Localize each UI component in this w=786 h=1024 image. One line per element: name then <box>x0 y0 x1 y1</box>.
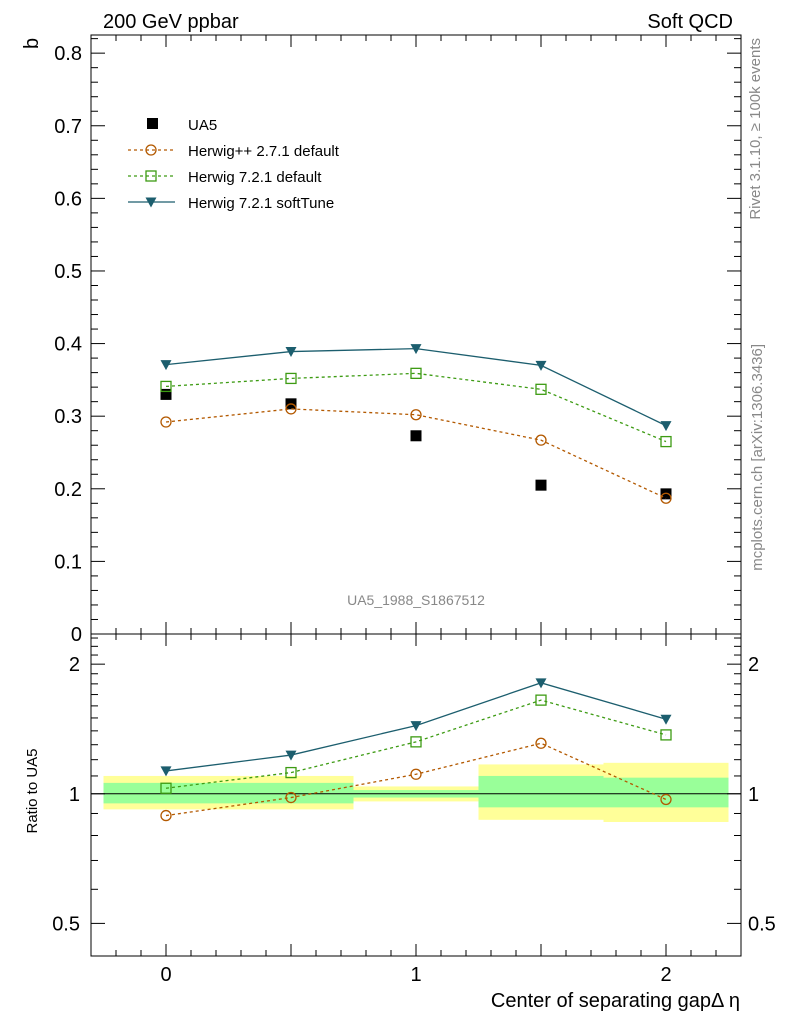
ratio-series-2-point <box>535 694 547 706</box>
plot-title-right: Soft QCD <box>647 11 733 33</box>
ratio-series-3-point <box>285 750 297 761</box>
chart-marks: 0 1 2 0 0.1 0.2 0.3 0.4 0.5 0.6 0.7 0.8 0.5 0.5 1 1 2 2 <box>52 34 776 986</box>
main-series-3-point <box>160 360 172 371</box>
legend-h721-marker <box>145 170 157 182</box>
main-series-1-point <box>410 409 422 421</box>
ratio-band-inner <box>478 775 604 808</box>
ratio-series-1-point <box>535 737 547 749</box>
main-series-1-point <box>160 416 172 428</box>
ratio-y-tick-label-right: 0.5 <box>748 913 776 935</box>
legend-soft-label: Herwig 7.2.1 softTune <box>188 195 334 212</box>
main-series-2-point <box>285 372 297 385</box>
x-axis-label: Center of separating gapΔ η <box>491 990 740 1012</box>
main-y-tick-label: 0.2 <box>54 479 82 501</box>
x-tick-label: 1 <box>410 964 421 986</box>
legend: UA5 Herwig++ 2.7.1 default Herwig 7.2.1 … <box>128 117 340 212</box>
ratio-y-tick-label-left: 2 <box>69 654 80 676</box>
main-series-0-point <box>535 479 547 491</box>
main-y-tick-label: 0 <box>71 624 82 646</box>
ratio-series-2-point <box>410 736 422 748</box>
main-y-tick-label: 0.6 <box>54 188 82 210</box>
main-ylabel: b <box>21 38 43 49</box>
ratio-series-1-point <box>285 791 297 804</box>
main-series-1-point <box>535 434 547 446</box>
legend-hpp-marker <box>145 144 157 156</box>
main-series-0-point <box>160 388 172 400</box>
ratio-series-3-point <box>160 766 172 777</box>
main-y-tick-label: 0.8 <box>54 43 82 65</box>
ratio-series-1-line <box>165 742 667 817</box>
main-series-1-point <box>285 403 297 415</box>
main-y-tick-label: 0.4 <box>54 334 82 356</box>
ratio-y-tick-label-left: 0.5 <box>52 913 80 935</box>
ratio-series-1-point <box>410 768 422 780</box>
main-series-1-point <box>660 492 672 504</box>
ratio-series-2-point <box>160 782 172 794</box>
legend-soft-marker <box>145 197 157 208</box>
rivet-label: Rivet 3.1.10, ≥ 100k events <box>747 38 764 220</box>
ratio-series-2-point <box>285 766 297 779</box>
ratio-series-2-point <box>660 729 672 741</box>
legend-h721-label: Herwig 7.2.1 default <box>188 169 322 186</box>
main-y-tick-label: 0.7 <box>54 116 82 138</box>
ratio-series-1-point <box>660 793 672 806</box>
legend-hpp-label: Herwig++ 2.7.1 default <box>188 143 340 160</box>
main-series-2-line <box>165 372 667 443</box>
main-series-2-point <box>160 380 172 393</box>
main-series-2-point <box>535 383 547 395</box>
main-series-3-point <box>285 347 297 358</box>
plot-title-left: 200 GeV ppbar <box>103 11 239 33</box>
main-series-3-line <box>165 348 667 427</box>
mcplots-label: mcplots.cern.ch [arXiv:1306.3436] <box>749 344 766 571</box>
main-series-1-line <box>165 408 667 499</box>
main-y-tick-label: 0.5 <box>54 261 82 283</box>
analysis-id: UA5_1988_S1867512 <box>347 592 485 608</box>
ratio-series-3-point <box>535 678 547 689</box>
ratio-y-tick-label-right: 2 <box>748 654 759 676</box>
ratio-series-2-line <box>165 699 667 789</box>
main-series-3-point <box>660 421 672 432</box>
main-y-tick-label: 0.3 <box>54 406 82 428</box>
ratio-y-tick-label-right: 1 <box>748 784 759 806</box>
main-series-2-point <box>410 367 422 379</box>
ratio-series-3-point <box>660 714 672 725</box>
legend-ua5-marker <box>147 118 158 129</box>
main-series-3-point <box>535 360 547 371</box>
x-tick-label: 0 <box>160 964 171 986</box>
main-y-tick-label: 0.1 <box>54 551 82 573</box>
x-tick-label: 2 <box>660 964 671 986</box>
main-series-0-point <box>410 430 422 442</box>
ratio-ylabel: Ratio to UA5 <box>24 748 41 833</box>
ratio-series-3-point <box>410 721 422 732</box>
main-series-3-point <box>410 344 422 355</box>
ratio-band-inner <box>603 777 729 808</box>
ratio-series-1-point <box>160 809 172 822</box>
ratio-y-tick-label-left: 1 <box>69 784 80 806</box>
main-series-2-point <box>660 435 672 448</box>
legend-ua5-label: UA5 <box>188 117 217 134</box>
